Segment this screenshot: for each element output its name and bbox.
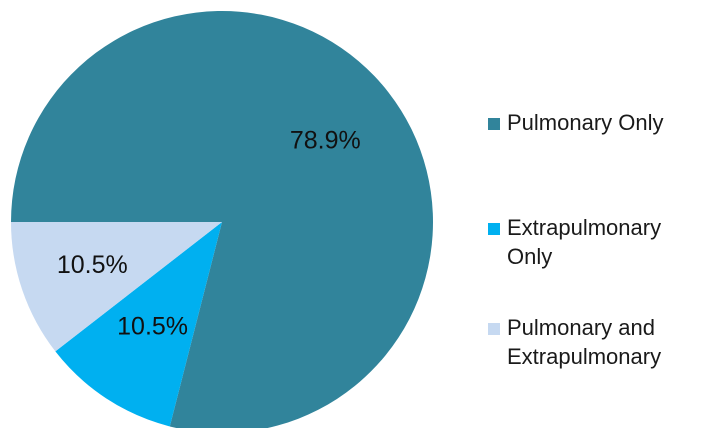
data-label-extrapulmonary-only: 10.5% — [117, 312, 188, 340]
legend-swatch-extrapulmonary-only — [488, 223, 500, 235]
legend-item-pulmonary-only: Pulmonary Only — [488, 108, 697, 137]
pie-slice-pulmonary-only — [11, 11, 433, 428]
legend-item-extrapulmonary-only: Extrapulmonary Only — [488, 213, 697, 271]
legend-swatch-pulmonary-only — [488, 118, 500, 130]
legend-label-extrapulmonary-only: Extrapulmonary Only — [507, 215, 662, 269]
legend-swatch-pulmonary-and-extrapulmonary — [488, 323, 500, 335]
pie-slice-extrapulmonary-only — [55, 222, 222, 427]
pie-slice-pulmonary-and-extrapulmonary — [11, 222, 222, 352]
legend-label-pulmonary-only: Pulmonary Only — [507, 110, 664, 135]
legend-item-pulmonary-and-extrapulmonary: Pulmonary and Extrapulmonary — [488, 313, 697, 371]
data-label-pulmonary-only: 78.9% — [290, 126, 361, 154]
data-label-pulmonary-and-extrapulmonary: 10.5% — [57, 251, 128, 279]
legend-label-pulmonary-and-extrapulmonary: Pulmonary and Extrapulmonary — [507, 315, 662, 369]
